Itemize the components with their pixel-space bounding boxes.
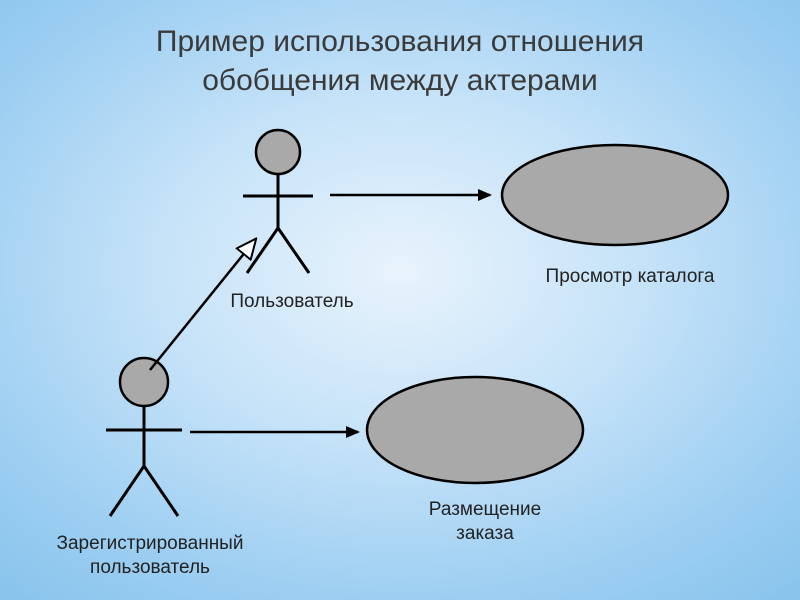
usecase-place-order-label-line1: Размещение [429, 499, 541, 520]
usecase-view-catalog [500, 143, 730, 247]
actor-head-icon [120, 358, 168, 406]
actor-user-label: Пользователь [212, 290, 372, 314]
actor-head-icon [256, 130, 300, 174]
actor-user [233, 128, 323, 278]
usecase-place-order-label: Размещение заказа [395, 498, 575, 546]
actor-registered-user-label: Зарегистрированный пользователь [30, 532, 270, 580]
title-line-2: обобщения между актерами [202, 64, 598, 97]
usecase-place-order-label-line2: заказа [456, 523, 514, 544]
actor-registered-user [96, 356, 192, 521]
usecase-view-catalog-label: Просмотр каталога [520, 265, 740, 289]
title-line-1: Пример использования отношения [156, 25, 644, 58]
slide-title: Пример использования отношения обобщения… [0, 22, 800, 100]
actor-registered-user-label-line1: Зарегистрированный [57, 533, 244, 554]
actor-registered-user-label-line2: пользователь [90, 557, 210, 578]
usecase-place-order [365, 375, 585, 485]
